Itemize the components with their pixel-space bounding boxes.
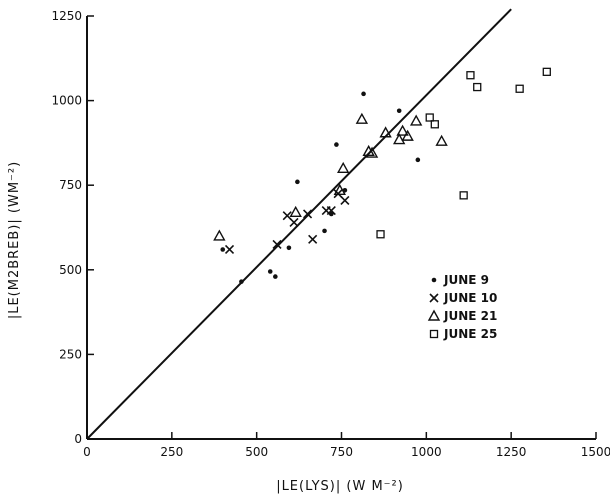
- data-point-cross: [224, 244, 235, 255]
- data-point-triangle: [409, 114, 423, 126]
- legend: JUNE 9 JUNE 10 JUNE 21 JUNE 25: [427, 273, 497, 341]
- data-point-square: [473, 82, 482, 92]
- series-square: [376, 67, 551, 239]
- data-point-cross: [282, 211, 292, 221]
- data-point-dot: [322, 228, 327, 234]
- data-points: [213, 67, 551, 284]
- data-point-dot: [361, 91, 366, 97]
- legend-marker-square: [429, 329, 439, 339]
- x-tick-label: 1500: [581, 445, 610, 459]
- data-point-square: [459, 191, 468, 200]
- data-point-dot: [239, 279, 244, 284]
- one-to-one-line: [86, 8, 512, 440]
- data-point-dot: [415, 157, 421, 163]
- x-tick-label: 750: [330, 445, 353, 459]
- reference-line-layer: [86, 8, 512, 440]
- legend-marker-triangle: [427, 309, 441, 321]
- data-point-triangle: [213, 229, 226, 241]
- data-point-triangle: [337, 161, 350, 173]
- data-point-cross: [308, 234, 318, 244]
- y-tick-label: 750: [59, 178, 82, 192]
- data-point-square: [515, 84, 524, 93]
- legend-label: JUNE 21: [443, 309, 497, 323]
- x-axis-title: |LE(LYS)| (W M⁻²): [276, 479, 404, 494]
- data-point-triangle: [365, 146, 379, 158]
- data-point-triangle: [379, 126, 392, 138]
- y-tick-label: 1000: [51, 94, 82, 108]
- y-axis-title: |LE(M2BREB)| (WM⁻²): [7, 161, 22, 319]
- data-point-dot: [396, 108, 402, 114]
- data-point-triangle: [396, 124, 409, 136]
- axes: 0 250 500 750 1000 1250 1500 0 250 500 750 1000 1250: [51, 9, 610, 459]
- data-point-dot: [334, 142, 339, 147]
- legend-marker-dot: [431, 277, 437, 283]
- data-point-cross: [272, 239, 282, 249]
- x-tick-label: 1000: [411, 445, 442, 459]
- data-point-cross: [289, 217, 299, 227]
- y-tick-label: 250: [59, 347, 82, 361]
- data-point-triangle: [355, 112, 369, 124]
- x-tick-label: 250: [160, 445, 183, 459]
- data-point-dot: [273, 274, 278, 279]
- data-point-triangle: [401, 129, 414, 141]
- data-point-dot: [295, 179, 300, 185]
- data-point-triangle: [289, 205, 302, 217]
- data-point-square: [430, 120, 439, 129]
- legend-label: JUNE 9: [443, 273, 489, 287]
- y-tick-label: 1250: [51, 9, 82, 23]
- y-tick-label: 500: [59, 263, 82, 277]
- x-tick-label: 500: [245, 445, 268, 459]
- data-point-triangle: [392, 133, 406, 145]
- data-point-triangle: [435, 134, 448, 146]
- data-point-square: [542, 67, 551, 76]
- data-point-cross: [340, 195, 350, 205]
- x-tick-label: 0: [83, 445, 91, 459]
- legend-label: JUNE 10: [443, 291, 497, 305]
- series-cross: [224, 189, 350, 255]
- data-point-dot: [267, 269, 273, 274]
- data-point-cross: [326, 206, 336, 216]
- data-point-dot: [220, 247, 226, 252]
- data-point-dot: [286, 245, 292, 251]
- x-tick-label: 1250: [496, 445, 527, 459]
- series-dot: [220, 91, 421, 284]
- legend-label: JUNE 25: [443, 327, 497, 341]
- data-point-square: [376, 230, 385, 239]
- data-point-cross: [303, 209, 313, 219]
- data-point-square: [466, 71, 475, 80]
- data-point-square: [425, 113, 434, 122]
- legend-marker-cross: [429, 293, 439, 303]
- y-tick-label: 0: [74, 432, 82, 446]
- data-point-triangle: [333, 183, 346, 195]
- series-triangle: [213, 112, 448, 241]
